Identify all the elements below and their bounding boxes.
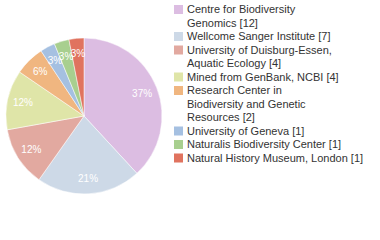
data-label: 37%	[132, 88, 152, 99]
legend-label: Mined from GenBank, NCBI [4]	[187, 71, 339, 83]
legend-label: Naturalis Biodiversity Center [1]	[187, 138, 341, 150]
legend-label: Wellcome Sanger Institute [7]	[187, 30, 330, 42]
data-label: 12%	[21, 144, 41, 155]
legend-label: Centre for BiodiversityGenomics [12]	[187, 3, 296, 29]
data-label: 21%	[78, 173, 98, 184]
legend-label: University of Duisburg-Essen,Aquatic Eco…	[187, 44, 332, 70]
data-label: 3%	[71, 48, 86, 59]
chart: 37%21%12%12%6%3%3%3%Centre for Biodivers…	[0, 0, 380, 240]
pie	[6, 38, 162, 194]
legend-swatch	[174, 127, 183, 136]
legend-swatch	[174, 73, 183, 82]
data-labels: 37%21%12%12%6%3%3%3%	[13, 48, 152, 183]
legend-swatch	[174, 154, 183, 163]
data-label: 6%	[33, 66, 48, 77]
legend-swatch	[174, 32, 183, 41]
legend-swatch	[174, 5, 183, 14]
legend: Centre for BiodiversityGenomics [12]Well…	[174, 3, 363, 164]
data-label: 12%	[13, 97, 33, 108]
legend-label: Natural History Museum, London [1]	[187, 152, 363, 164]
legend-swatch	[174, 46, 183, 55]
legend-label: University of Geneva [1]	[187, 125, 304, 137]
legend-swatch	[174, 140, 183, 149]
chart-root: 37%21%12%12%6%3%3%3%Centre for Biodivers…	[0, 0, 380, 240]
legend-swatch	[174, 86, 183, 95]
legend-label: Research Center inBiodiversity and Genet…	[187, 84, 306, 123]
